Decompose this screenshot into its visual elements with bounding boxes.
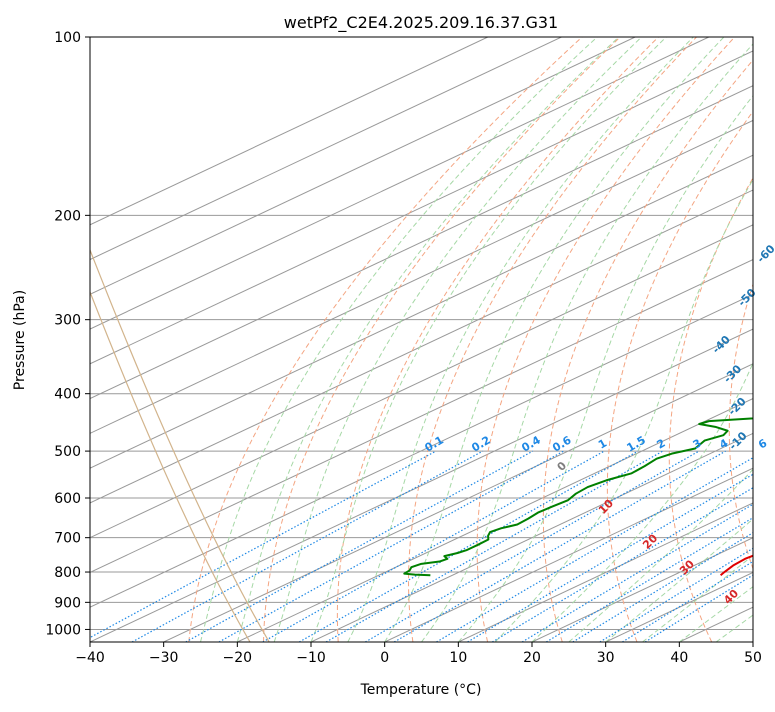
x-tick-label: −40 (75, 650, 105, 666)
y-tick-label: 900 (54, 595, 81, 611)
x-tick-label: 50 (744, 650, 762, 666)
y-tick-label: 800 (54, 565, 81, 581)
x-tick-label: 20 (523, 650, 541, 666)
y-tick-label: 700 (54, 531, 81, 547)
y-tick-label: 1000 (45, 622, 81, 638)
x-tick-label: 30 (597, 650, 615, 666)
y-tick-label: 600 (54, 491, 81, 507)
y-tick-label: 400 (54, 387, 81, 403)
y-tick-label: 200 (54, 208, 81, 224)
y-tick-label: 300 (54, 313, 81, 329)
y-axis-label: Pressure (hPa) (12, 290, 28, 390)
x-tick-label: 40 (670, 650, 688, 666)
x-tick-label: −20 (223, 650, 253, 666)
x-tick-label: −10 (296, 650, 326, 666)
x-axis-label: Temperature (°C) (360, 682, 482, 698)
y-tick-label: 500 (54, 444, 81, 460)
x-tick-label: −30 (149, 650, 179, 666)
y-tick-label: 100 (54, 30, 81, 46)
x-tick-label: 10 (449, 650, 467, 666)
x-tick-label: 0 (380, 650, 389, 666)
chart-title: wetPf2_C2E4.2025.209.16.37.G31 (284, 13, 558, 33)
